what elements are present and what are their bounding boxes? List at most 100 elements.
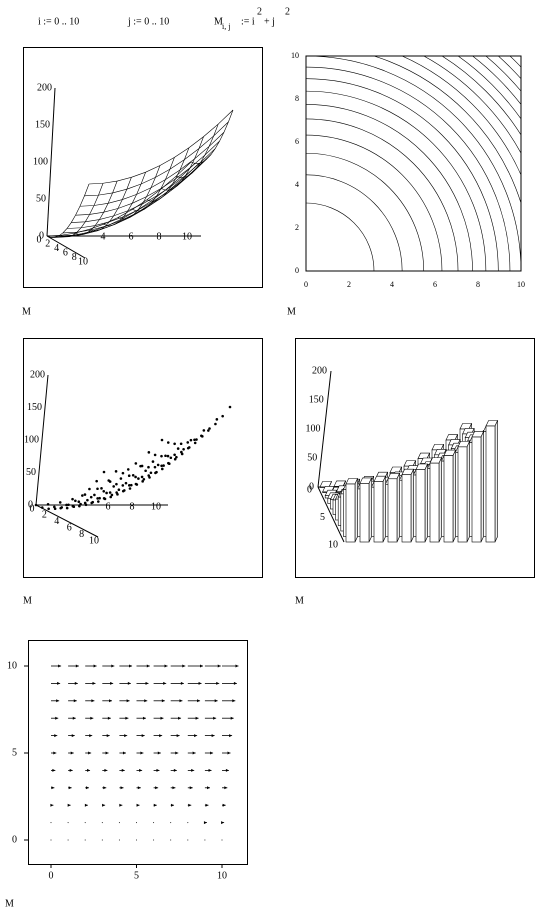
x-tick-label: 2 bbox=[347, 280, 351, 289]
point bbox=[117, 488, 121, 492]
plot-label: M bbox=[295, 595, 304, 606]
arrow-head bbox=[106, 734, 110, 738]
arrow bbox=[50, 839, 52, 841]
y-tick-label: 4 bbox=[295, 180, 299, 189]
arrow-head bbox=[107, 716, 111, 720]
point bbox=[193, 441, 197, 445]
arrow-head bbox=[235, 664, 239, 668]
y-tick-label: 0 bbox=[307, 484, 312, 495]
point bbox=[176, 447, 180, 450]
x-tick-label: 4 bbox=[101, 231, 106, 242]
z-tick-label: 200 bbox=[312, 365, 327, 376]
arrow-head bbox=[163, 681, 167, 685]
point bbox=[71, 497, 74, 501]
arrow-head bbox=[224, 786, 228, 790]
arrow-head bbox=[71, 734, 75, 738]
point bbox=[40, 506, 44, 509]
arrow-head bbox=[144, 699, 148, 703]
arrow-head bbox=[176, 734, 180, 738]
arrow-head bbox=[232, 699, 236, 703]
axis bbox=[46, 235, 86, 259]
y-tick-label: 10 bbox=[328, 539, 338, 550]
mesh-line bbox=[190, 109, 234, 164]
z-tick-label: 0 bbox=[39, 230, 44, 241]
point bbox=[207, 429, 210, 432]
point bbox=[147, 474, 150, 477]
point bbox=[134, 462, 138, 465]
point bbox=[100, 487, 103, 490]
point bbox=[160, 454, 163, 458]
arrow bbox=[153, 839, 155, 841]
arrow-head bbox=[225, 768, 229, 772]
bar-front bbox=[345, 483, 356, 543]
y-tick-label: 10 bbox=[291, 51, 299, 60]
arrow-head bbox=[109, 699, 113, 703]
point bbox=[119, 477, 123, 480]
y-tick-label: 10 bbox=[89, 535, 99, 546]
arrow-head bbox=[67, 803, 71, 807]
x-tick-label: 8 bbox=[157, 231, 162, 242]
plot-area bbox=[305, 55, 522, 272]
bar-side bbox=[328, 481, 332, 488]
bar-side bbox=[452, 449, 456, 543]
point bbox=[67, 503, 70, 507]
point bbox=[153, 465, 157, 469]
formula: M bbox=[214, 16, 223, 27]
point bbox=[98, 496, 101, 500]
arrow-head bbox=[229, 734, 233, 738]
arrow-head bbox=[233, 681, 237, 685]
x-tick-label: 6 bbox=[106, 501, 111, 512]
arrow-head bbox=[210, 751, 214, 755]
z-tick-label: 50 bbox=[26, 467, 36, 478]
arrow-head bbox=[93, 664, 97, 668]
z-tick-label: 100 bbox=[33, 156, 48, 167]
point bbox=[137, 477, 140, 480]
point bbox=[108, 480, 112, 483]
arrow-head bbox=[200, 664, 204, 668]
axis bbox=[317, 486, 345, 543]
arrow-head bbox=[164, 664, 168, 668]
point bbox=[89, 495, 93, 499]
point bbox=[161, 467, 164, 471]
arrow-head bbox=[122, 751, 126, 755]
arrow-head bbox=[145, 681, 149, 685]
point bbox=[105, 491, 108, 495]
arrow-head bbox=[172, 786, 176, 790]
arrow-head bbox=[88, 751, 92, 755]
point bbox=[58, 501, 62, 504]
point bbox=[180, 450, 183, 454]
point bbox=[121, 471, 125, 475]
x-tick-label: 8 bbox=[130, 501, 135, 512]
point bbox=[109, 495, 113, 499]
point bbox=[193, 438, 196, 442]
point bbox=[65, 503, 68, 507]
point bbox=[173, 442, 176, 446]
mesh-line bbox=[176, 123, 219, 178]
plot-frame bbox=[23, 338, 263, 578]
arrow-head bbox=[156, 768, 160, 772]
point bbox=[96, 487, 99, 491]
z-tick-label: 0 bbox=[309, 481, 314, 492]
arrow-head bbox=[126, 699, 130, 703]
point bbox=[77, 500, 81, 504]
formula: 2 bbox=[285, 6, 290, 17]
arrow-head bbox=[52, 768, 56, 772]
arrow-head bbox=[142, 716, 146, 720]
arrow-head bbox=[221, 821, 225, 825]
y-tick-label: 0 bbox=[295, 266, 299, 275]
arrow bbox=[101, 822, 103, 824]
arrow-head bbox=[72, 716, 76, 720]
bar-front bbox=[471, 436, 482, 543]
x-tick-label: 0 bbox=[304, 280, 308, 289]
y-tick-label: 2 bbox=[45, 239, 50, 250]
arrow bbox=[187, 839, 189, 841]
bar-side bbox=[480, 431, 484, 543]
x-tick-label: 5 bbox=[134, 870, 139, 881]
arrow-head bbox=[54, 734, 58, 738]
arrow-head bbox=[178, 716, 182, 720]
plot-frame bbox=[23, 47, 263, 288]
arrow-head bbox=[53, 751, 57, 755]
point bbox=[115, 491, 118, 494]
arrow-head bbox=[160, 716, 164, 720]
formula: j := 0 .. 10 bbox=[127, 16, 169, 27]
